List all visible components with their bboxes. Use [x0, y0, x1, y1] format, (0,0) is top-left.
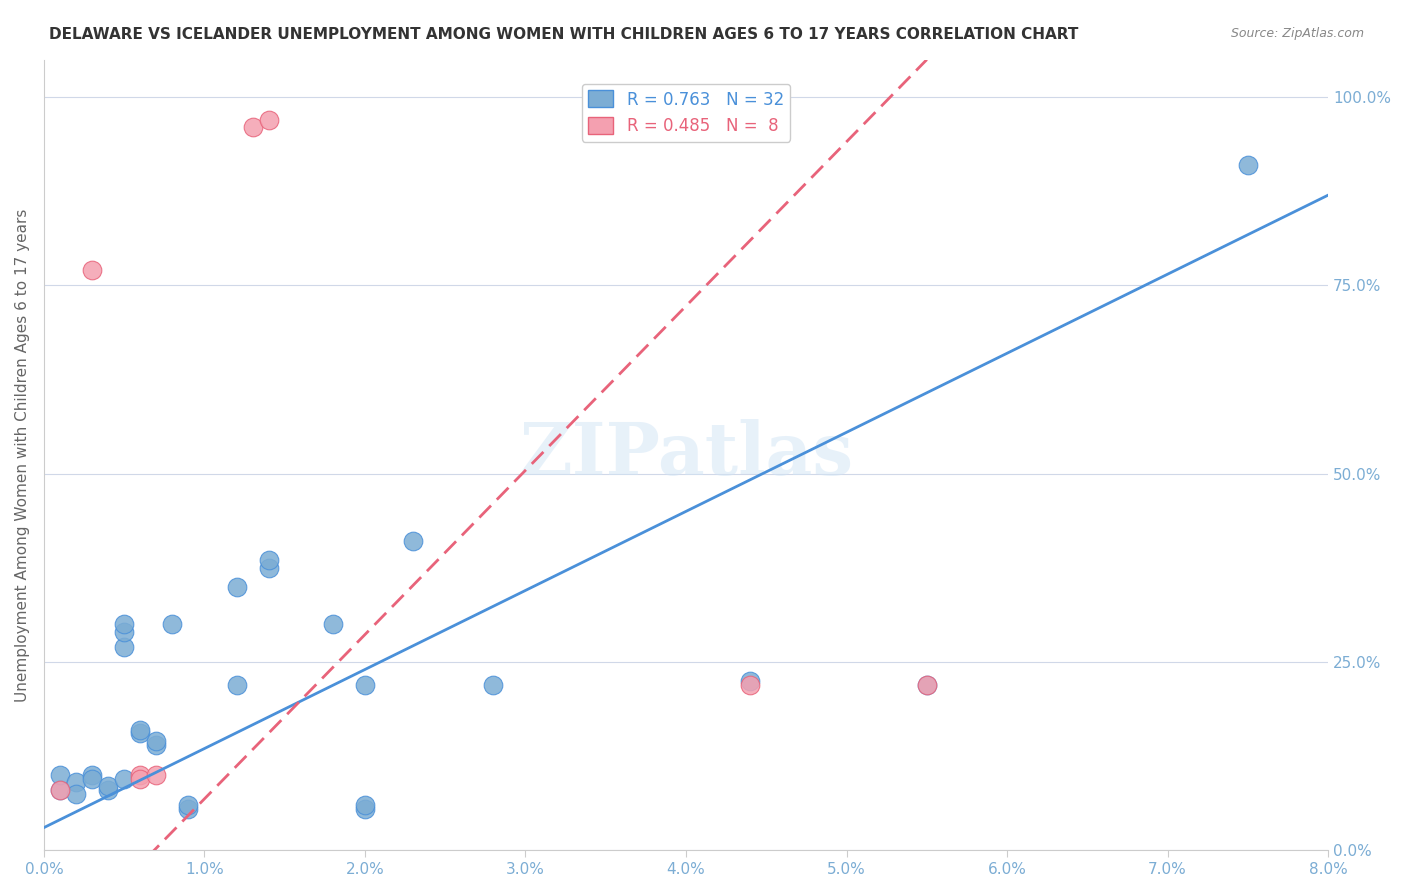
- Point: [49, 783, 72, 797]
- Point: [97, 779, 120, 793]
- Point: [49, 783, 72, 797]
- Point: [145, 768, 167, 782]
- Point: [129, 772, 152, 786]
- Point: [112, 617, 135, 632]
- Point: [129, 726, 152, 740]
- Point: [322, 617, 344, 632]
- Point: [740, 673, 762, 688]
- Point: [145, 738, 167, 752]
- Point: [915, 677, 938, 691]
- Point: [915, 677, 938, 691]
- Point: [162, 617, 184, 632]
- Text: DELAWARE VS ICELANDER UNEMPLOYMENT AMONG WOMEN WITH CHILDREN AGES 6 TO 17 YEARS : DELAWARE VS ICELANDER UNEMPLOYMENT AMONG…: [49, 27, 1078, 42]
- Point: [257, 561, 280, 575]
- Point: [112, 640, 135, 654]
- Legend: R = 0.763   N = 32, R = 0.485   N =  8: R = 0.763 N = 32, R = 0.485 N = 8: [582, 84, 790, 142]
- Text: Source: ZipAtlas.com: Source: ZipAtlas.com: [1230, 27, 1364, 40]
- Point: [482, 677, 505, 691]
- Point: [49, 768, 72, 782]
- Point: [129, 723, 152, 737]
- Point: [354, 797, 377, 812]
- Point: [354, 802, 377, 816]
- Point: [145, 734, 167, 748]
- Point: [225, 677, 247, 691]
- Text: ZIPatlas: ZIPatlas: [519, 419, 853, 491]
- Point: [65, 775, 87, 789]
- Point: [740, 677, 762, 691]
- Point: [354, 677, 377, 691]
- Y-axis label: Unemployment Among Women with Children Ages 6 to 17 years: Unemployment Among Women with Children A…: [15, 208, 30, 702]
- Point: [225, 580, 247, 594]
- Point: [177, 802, 200, 816]
- Point: [402, 534, 425, 549]
- Point: [1237, 158, 1260, 172]
- Point: [80, 772, 103, 786]
- Point: [177, 797, 200, 812]
- Point: [65, 787, 87, 801]
- Point: [112, 624, 135, 639]
- Point: [112, 772, 135, 786]
- Point: [257, 553, 280, 567]
- Point: [242, 120, 264, 135]
- Point: [97, 783, 120, 797]
- Point: [257, 112, 280, 127]
- Point: [80, 263, 103, 277]
- Point: [80, 768, 103, 782]
- Point: [129, 768, 152, 782]
